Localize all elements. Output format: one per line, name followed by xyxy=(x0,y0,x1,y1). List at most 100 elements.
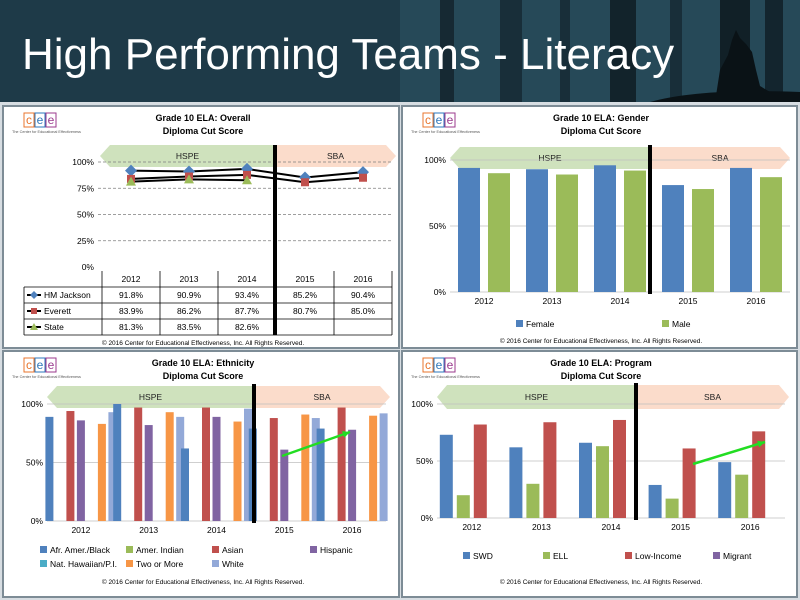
logo-box xyxy=(433,112,445,128)
logo-box xyxy=(34,357,46,373)
x-tick-label: 2015 xyxy=(296,274,315,284)
bar-afr-amer-black xyxy=(181,448,189,521)
bar-white xyxy=(244,408,252,521)
table-cell: 83.9% xyxy=(119,306,144,316)
logo-box xyxy=(444,357,456,373)
bar-white xyxy=(176,416,185,521)
legend-label: Low-Income xyxy=(635,551,682,561)
bar-hispanic xyxy=(280,449,289,521)
table-cell: 90.9% xyxy=(177,290,202,300)
table-cell: 87.7% xyxy=(235,306,260,316)
y-tick-label: 50% xyxy=(26,458,43,468)
table-cell: 91.8% xyxy=(119,290,144,300)
bar-two-or-more xyxy=(369,415,378,521)
logo-tagline: The Center for Educational Effectiveness xyxy=(12,375,81,379)
bar-female xyxy=(458,167,480,292)
bar-ell xyxy=(596,446,609,518)
y-tick-label: 25% xyxy=(77,236,94,246)
legend-swatch xyxy=(516,320,523,327)
legend-swatch xyxy=(40,560,47,567)
chart-title: Grade 10 ELA: Gender xyxy=(553,113,650,123)
legend-label: Asian xyxy=(222,545,244,555)
bar-female xyxy=(526,169,548,292)
point-hm-jackson xyxy=(125,164,137,177)
y-tick-label: 75% xyxy=(77,183,94,193)
chart-footer: © 2016 Center for Educational Effectiven… xyxy=(102,578,304,586)
x-tick-label: 2016 xyxy=(741,522,760,532)
logo-letter: c xyxy=(425,113,431,127)
y-tick-label: 100% xyxy=(21,399,43,409)
bar-hispanic xyxy=(76,420,85,521)
point-everett xyxy=(359,173,367,182)
table-cell: 85.0% xyxy=(351,306,376,316)
point-everett xyxy=(243,170,251,179)
legend-label: Female xyxy=(526,319,555,329)
chart-footer: © 2016 Center for Educational Effectiven… xyxy=(500,337,702,345)
bar-white xyxy=(379,413,388,521)
y-tick-label: 0% xyxy=(421,513,434,523)
table-series-name: Everett xyxy=(44,306,72,316)
y-tick-label: 100% xyxy=(411,399,433,409)
hspe-arrow xyxy=(100,145,275,167)
logo-box xyxy=(45,112,57,128)
x-tick-label: 2013 xyxy=(532,522,551,532)
legend-label: Hispanic xyxy=(320,545,353,555)
legend-swatch xyxy=(463,552,470,559)
bar-two-or-more xyxy=(97,423,106,521)
legend-label: SWD xyxy=(473,551,493,561)
x-tick-label: 2012 xyxy=(71,525,90,535)
sba-arrow xyxy=(636,385,789,409)
bar-hispanic xyxy=(348,429,357,521)
logo-tagline: The Center for Educational Effectiveness xyxy=(12,130,81,134)
trend-arrow xyxy=(281,430,351,458)
legend-marker xyxy=(30,323,38,330)
point-hm-jackson xyxy=(299,171,311,184)
chart-subtitle: Diploma Cut Score xyxy=(561,371,642,381)
bar-female xyxy=(730,167,752,292)
page-title: High Performing Teams - Literacy xyxy=(22,30,675,79)
trend-arrowhead xyxy=(757,440,765,448)
x-tick-label: 2012 xyxy=(462,522,481,532)
hspe-arrow xyxy=(437,385,636,409)
logo-box xyxy=(45,357,57,373)
logo-letter: e xyxy=(48,358,55,372)
x-tick-label: 2013 xyxy=(180,274,199,284)
sba-label: SBA xyxy=(711,153,728,163)
bar-white xyxy=(311,418,320,521)
logo-tagline: The Center for Educational Effectiveness xyxy=(411,130,480,134)
hspe-arrow xyxy=(450,147,650,169)
logo-box xyxy=(23,357,35,373)
point-state xyxy=(184,174,194,184)
x-tick-label: 2014 xyxy=(207,525,226,535)
bar-ell xyxy=(665,498,679,518)
x-tick-label: 2016 xyxy=(354,274,373,284)
title-banner: High Performing Teams - Literacy xyxy=(0,0,800,102)
bar-male xyxy=(556,174,578,292)
bar-two-or-more xyxy=(301,414,310,521)
bar-asian xyxy=(134,407,143,521)
legend-swatch xyxy=(126,560,133,567)
legend-label: Afr. Amer./Black xyxy=(50,545,111,555)
x-tick-label: 2012 xyxy=(475,296,494,306)
sba-arrow xyxy=(275,145,396,167)
hspe-label: HSPE xyxy=(538,153,561,163)
logo-letter: e xyxy=(48,113,55,127)
table-cell: 80.7% xyxy=(293,306,318,316)
table-cell: 83.5% xyxy=(177,322,202,332)
table-cell: 85.2% xyxy=(293,290,318,300)
bar-asian xyxy=(202,407,210,521)
bar-swd xyxy=(718,462,732,518)
bar-low-income xyxy=(613,419,626,518)
wolf-silhouette xyxy=(715,30,780,102)
bar-asian xyxy=(337,407,346,521)
legend-label: White xyxy=(222,559,244,569)
legend-swatch xyxy=(40,546,47,553)
chart-footer: © 2016 Center for Educational Effectiven… xyxy=(500,578,702,586)
sba-label: SBA xyxy=(704,392,721,402)
table-cell: 81.3% xyxy=(119,322,144,332)
legend-label: ELL xyxy=(553,551,568,561)
x-tick-label: 2015 xyxy=(275,525,294,535)
trend-arrow xyxy=(692,440,766,466)
